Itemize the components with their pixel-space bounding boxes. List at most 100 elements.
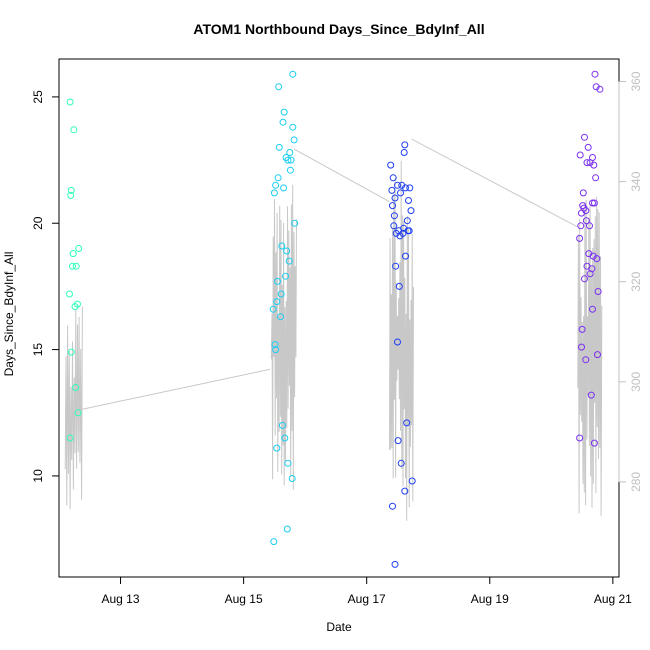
data-point — [389, 202, 396, 210]
data-point — [280, 108, 288, 116]
data-point — [588, 265, 596, 273]
data-point — [273, 298, 281, 306]
data-point — [278, 242, 286, 250]
data-point — [282, 272, 289, 280]
data-point — [394, 338, 401, 346]
data-point — [401, 141, 409, 149]
data-point — [286, 166, 294, 174]
data-point — [277, 313, 284, 321]
data-point — [281, 434, 289, 442]
data-point — [388, 186, 396, 194]
data-point — [406, 184, 414, 192]
secondary-line-series — [64, 138, 603, 521]
y2-tick-label: 280 — [629, 472, 643, 492]
data-point — [402, 184, 409, 192]
data-point — [269, 305, 277, 313]
data-point — [397, 189, 404, 197]
data-point — [392, 262, 400, 270]
plot-frame — [58, 58, 620, 578]
data-point — [70, 126, 78, 134]
data-point — [282, 154, 290, 161]
data-point — [397, 459, 405, 467]
x-axis: Aug 13 Aug 15 Aug 17 Aug 19 Aug 21 — [102, 576, 632, 606]
data-point — [400, 149, 408, 156]
data-point — [582, 356, 590, 364]
y-axis-left: 10 15 20 25 — [31, 90, 60, 483]
x-tick-label: Aug 17 — [348, 592, 386, 606]
data-point — [581, 133, 588, 141]
x-tick-label: Aug 13 — [102, 592, 140, 606]
data-point — [576, 434, 584, 442]
data-point — [67, 348, 75, 356]
y-tick-label: 25 — [31, 90, 45, 104]
data-point — [389, 502, 396, 510]
data-point — [270, 189, 278, 197]
data-point — [394, 437, 402, 445]
data-point — [583, 159, 591, 167]
secondary-line-segment — [64, 306, 83, 510]
data-point — [581, 275, 588, 283]
data-point — [275, 83, 283, 91]
data-point — [72, 384, 80, 391]
data-point — [66, 98, 74, 106]
data-point — [590, 199, 598, 207]
data-point — [69, 250, 77, 258]
data-point — [578, 343, 585, 351]
data-point — [277, 290, 285, 298]
data-point — [285, 257, 293, 265]
data-point — [289, 70, 297, 78]
data-point — [589, 199, 596, 207]
data-point — [590, 439, 598, 447]
data-point — [67, 186, 75, 194]
x-tick-label: Aug 21 — [594, 592, 632, 606]
data-point — [272, 181, 280, 189]
x-axis-label: Date — [326, 620, 352, 634]
y-tick-label: 20 — [31, 216, 45, 230]
data-point — [275, 143, 283, 151]
data-point — [596, 85, 604, 93]
data-point — [274, 174, 282, 182]
y2-tick-label: 300 — [629, 371, 643, 391]
data-point — [69, 262, 76, 270]
y-axis-label: Days_Since_BdyInf_All — [2, 252, 16, 377]
data-point — [594, 288, 602, 295]
data-point — [592, 174, 600, 182]
data-point — [591, 70, 599, 78]
x-tick-label: Aug 19 — [471, 592, 509, 606]
secondary-line-bridge — [293, 148, 390, 203]
data-point — [288, 475, 296, 482]
data-point — [270, 538, 278, 546]
data-point — [394, 181, 401, 189]
data-point — [582, 217, 590, 225]
data-point — [579, 189, 587, 197]
y2-tick-label: 320 — [629, 271, 643, 291]
data-point — [279, 118, 287, 126]
data-point — [278, 421, 286, 429]
x-tick-label: Aug 15 — [225, 592, 263, 606]
y-tick-label: 10 — [31, 469, 45, 483]
data-point — [286, 149, 294, 156]
data-point — [577, 222, 585, 230]
data-point — [590, 161, 598, 169]
data-point — [387, 161, 395, 169]
data-point — [584, 143, 592, 151]
y-tick-label: 15 — [31, 343, 45, 357]
y2-tick-label: 360 — [629, 71, 643, 91]
data-point — [284, 459, 292, 467]
data-point — [586, 222, 593, 230]
data-point — [75, 245, 83, 252]
data-point — [408, 477, 416, 485]
data-point — [401, 487, 409, 495]
data-point — [582, 207, 590, 215]
data-point — [589, 305, 596, 313]
data-point — [402, 252, 409, 260]
data-point — [289, 123, 297, 131]
data-point — [390, 212, 398, 220]
data-point — [403, 217, 411, 225]
data-point — [389, 174, 397, 182]
data-point — [407, 207, 415, 215]
data-point — [273, 444, 281, 452]
data-point — [391, 194, 399, 202]
